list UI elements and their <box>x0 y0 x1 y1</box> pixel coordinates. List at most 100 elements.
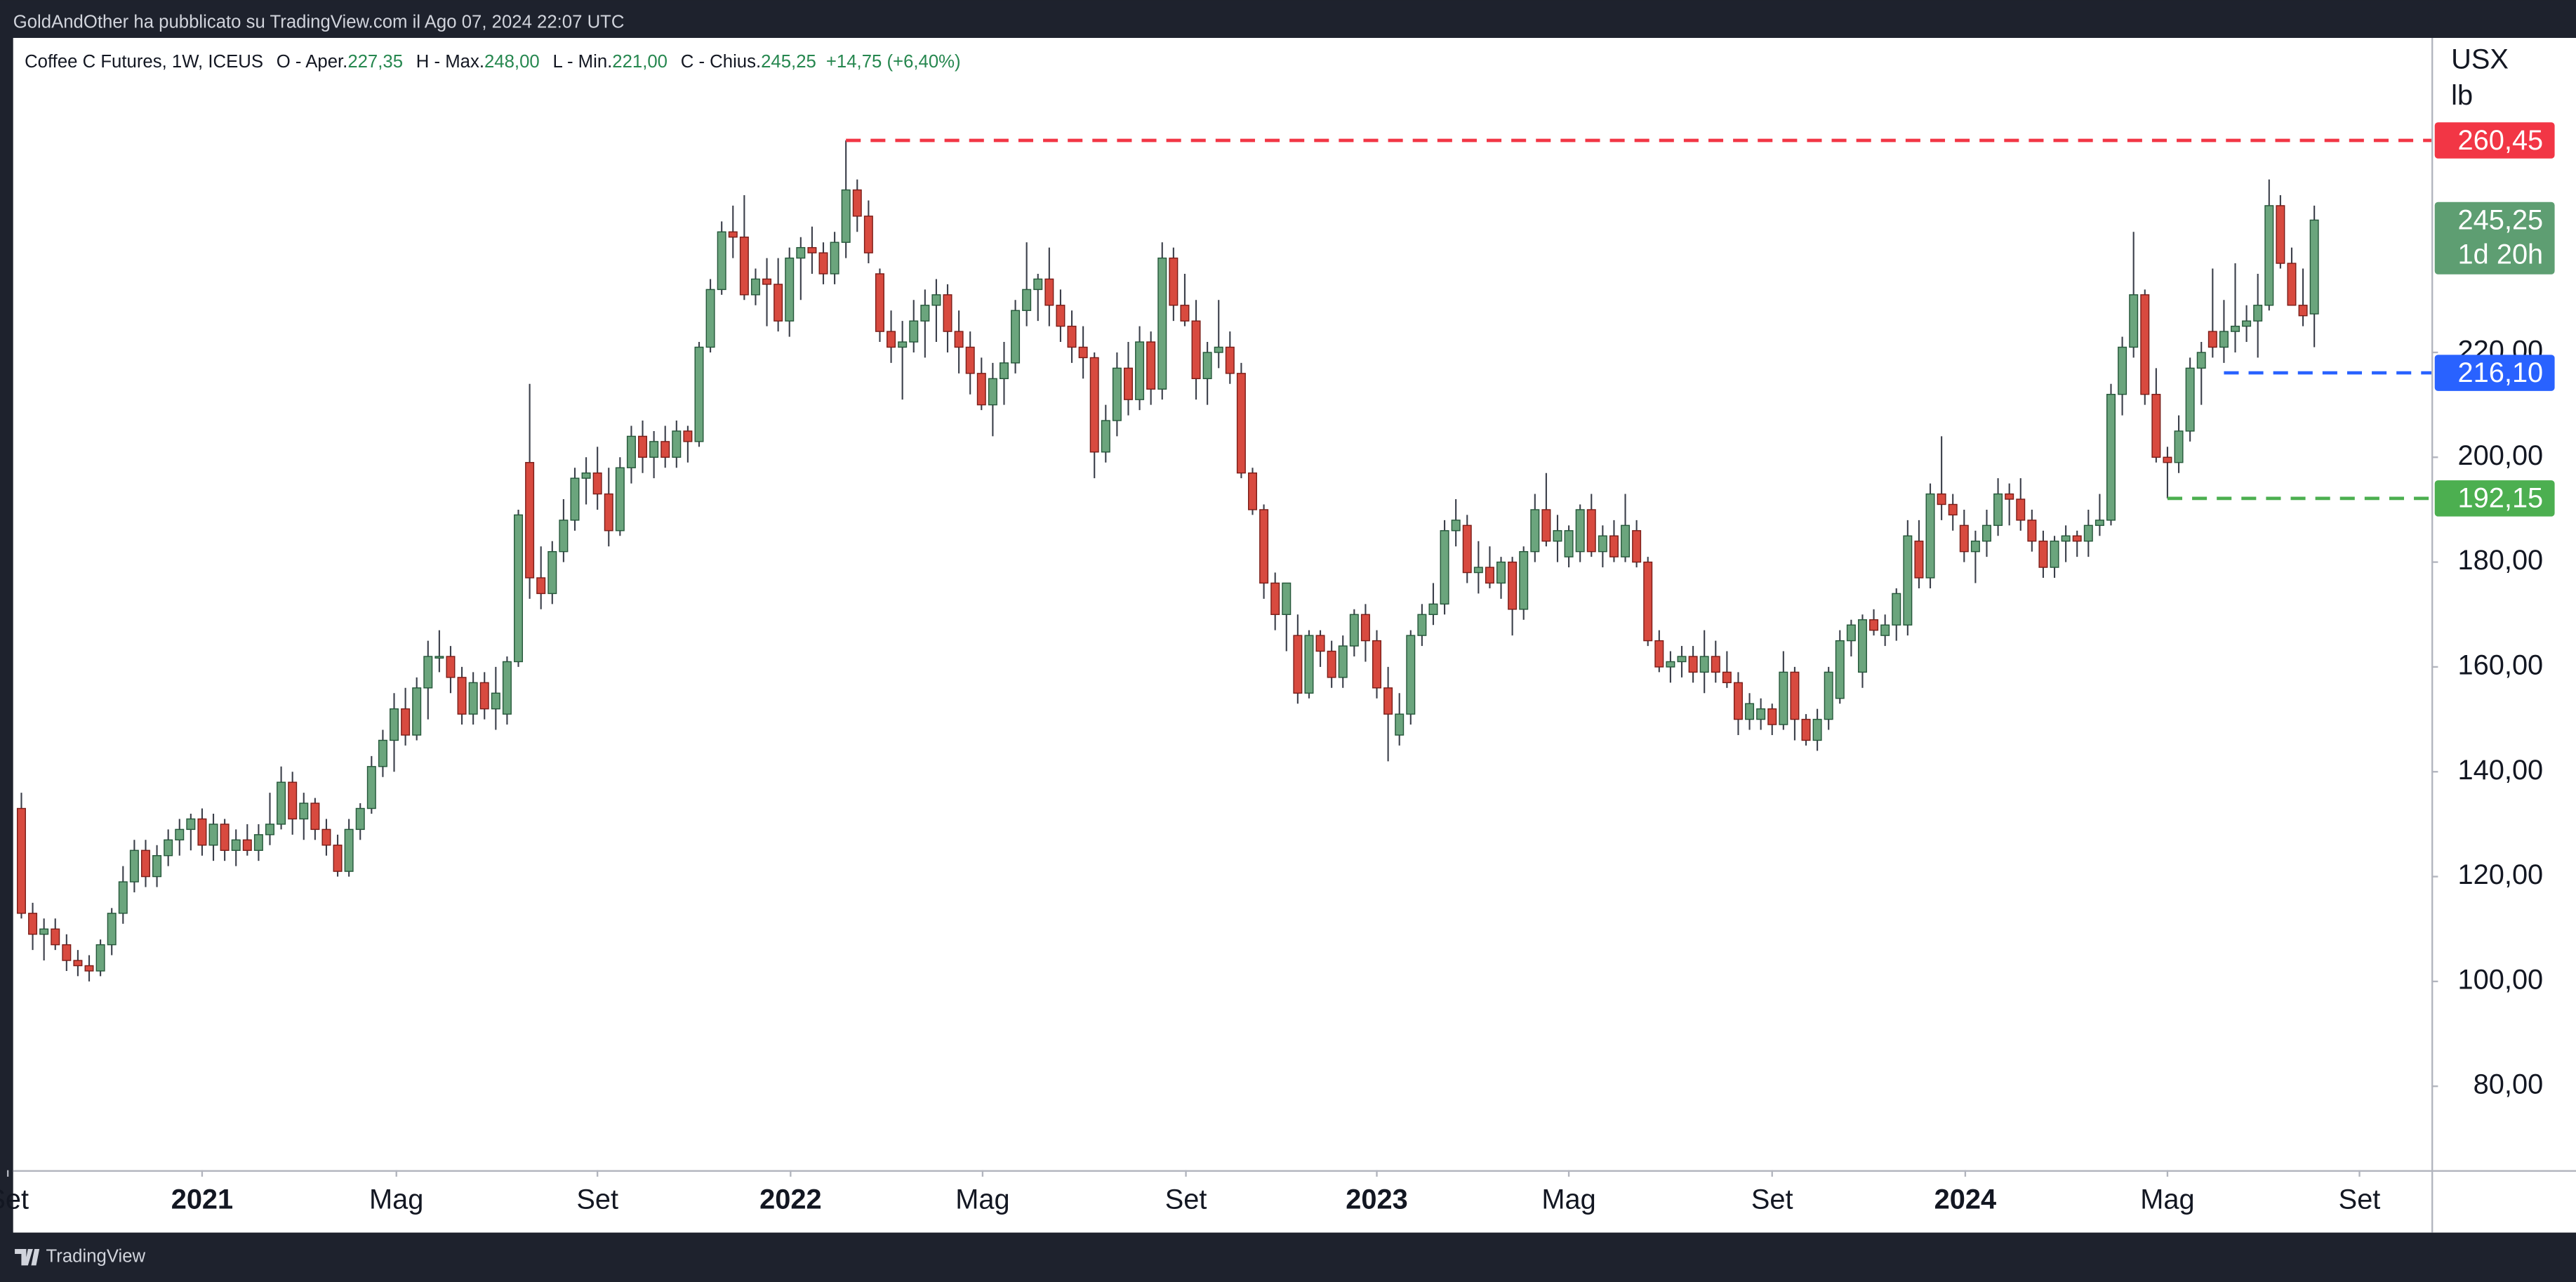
candle-body <box>1892 593 1901 626</box>
candle-body <box>717 231 726 291</box>
candle-body <box>479 682 489 710</box>
candle-body <box>525 462 535 579</box>
x-tick-label: Mag <box>2140 1184 2194 1215</box>
candle-body <box>694 346 704 442</box>
candle-body <box>1496 561 1506 584</box>
candle-body <box>412 687 422 736</box>
candle-body <box>1395 713 1405 736</box>
candle-body <box>1180 305 1190 322</box>
footer: TradingView <box>15 1247 146 1267</box>
candle-body <box>1621 524 1631 557</box>
candle-body <box>2163 456 2172 463</box>
candle-body <box>1609 535 1619 557</box>
candle-body <box>1406 635 1416 715</box>
candle-body <box>875 273 884 332</box>
candle-body <box>931 294 941 306</box>
candle-body <box>118 881 128 914</box>
candle-body <box>51 928 60 946</box>
candle-body <box>2174 430 2184 463</box>
candle-body <box>2094 520 2104 527</box>
candle-body <box>750 278 760 296</box>
candle-body <box>976 373 986 406</box>
candle-body <box>468 682 478 715</box>
candle-body <box>1959 524 1969 553</box>
candle-body <box>401 708 411 736</box>
candle-body <box>2140 294 2150 395</box>
candle-body <box>333 845 343 872</box>
level-label: 192,15 <box>2458 483 2544 514</box>
candle-body <box>1711 656 1720 673</box>
candle-body <box>434 656 444 659</box>
candle-body <box>1067 325 1077 348</box>
candle-body <box>2185 367 2195 432</box>
candle-body <box>1428 603 1438 615</box>
candle-body <box>536 577 546 595</box>
candle-body <box>1327 650 1336 678</box>
candle-body <box>785 257 795 322</box>
candle-body <box>1191 320 1201 380</box>
candle-body <box>1767 708 1777 725</box>
candle-body <box>390 708 399 741</box>
candle-body <box>1417 614 1427 636</box>
last-price-label: 245,25 <box>2458 204 2544 235</box>
candle-body <box>818 252 828 275</box>
candle-body <box>2253 305 2263 322</box>
candle-body <box>954 331 964 348</box>
y-tick-label: 180,00 <box>2458 545 2544 576</box>
candle-body <box>672 430 682 458</box>
candle-body <box>2219 331 2229 348</box>
candle-body <box>1903 535 1913 626</box>
candle-body <box>310 802 320 831</box>
candle-body <box>2309 219 2319 315</box>
candle-body <box>660 441 670 458</box>
candle-body <box>1688 656 1698 673</box>
candle-body <box>1677 656 1687 663</box>
candle-body <box>1349 614 1359 647</box>
candle-body <box>1666 661 1675 668</box>
candle-body <box>1315 635 1325 652</box>
candle-body <box>446 656 456 678</box>
level-label-box <box>2434 355 2555 391</box>
candle-body <box>514 514 524 663</box>
x-tick-label: 2022 <box>759 1184 821 1215</box>
candle-body <box>288 781 298 820</box>
candle-body <box>909 320 919 343</box>
candle-body <box>1011 310 1021 364</box>
candle-body <box>1643 561 1653 642</box>
candle-body <box>1756 708 1766 720</box>
candle-body <box>2118 346 2127 395</box>
legend-symbol: Coffee C Futures, 1W, ICEUS <box>25 52 263 72</box>
candle-body <box>2264 205 2274 306</box>
candle-body <box>774 284 783 322</box>
candle-body <box>1259 509 1269 584</box>
candle-body <box>2016 498 2026 521</box>
level-label: 216,10 <box>2458 357 2544 388</box>
candle-body <box>728 231 738 238</box>
candle-body <box>344 828 354 872</box>
candle-body <box>2072 535 2082 542</box>
candle-body <box>1722 671 1732 684</box>
candle-body <box>1846 624 1856 642</box>
candle-body <box>1440 530 1449 605</box>
x-tick-label: Mag <box>369 1184 423 1215</box>
level-label-box <box>2434 480 2555 517</box>
candle-body <box>1925 493 1935 579</box>
candle-body <box>1553 530 1562 542</box>
legend-change: +14,75 (+6,40%) <box>826 52 961 72</box>
candle-body <box>1214 346 1223 353</box>
candle-body <box>28 913 38 935</box>
candle-body <box>1282 582 1292 615</box>
candle-body <box>1360 614 1370 642</box>
candle-body <box>965 346 975 374</box>
candle-body <box>1485 567 1494 584</box>
level-label: 260,45 <box>2458 125 2544 156</box>
candle-body <box>1790 671 1800 720</box>
legend-value: 221,00 <box>612 52 668 72</box>
header: GoldAndOther ha pubblicato su TradingVie… <box>13 13 625 32</box>
unit: lb <box>2451 80 2473 111</box>
candle-body <box>491 692 500 710</box>
legend-value: 248,00 <box>484 52 540 72</box>
candle-body <box>2298 305 2308 317</box>
candle-body <box>231 839 241 851</box>
